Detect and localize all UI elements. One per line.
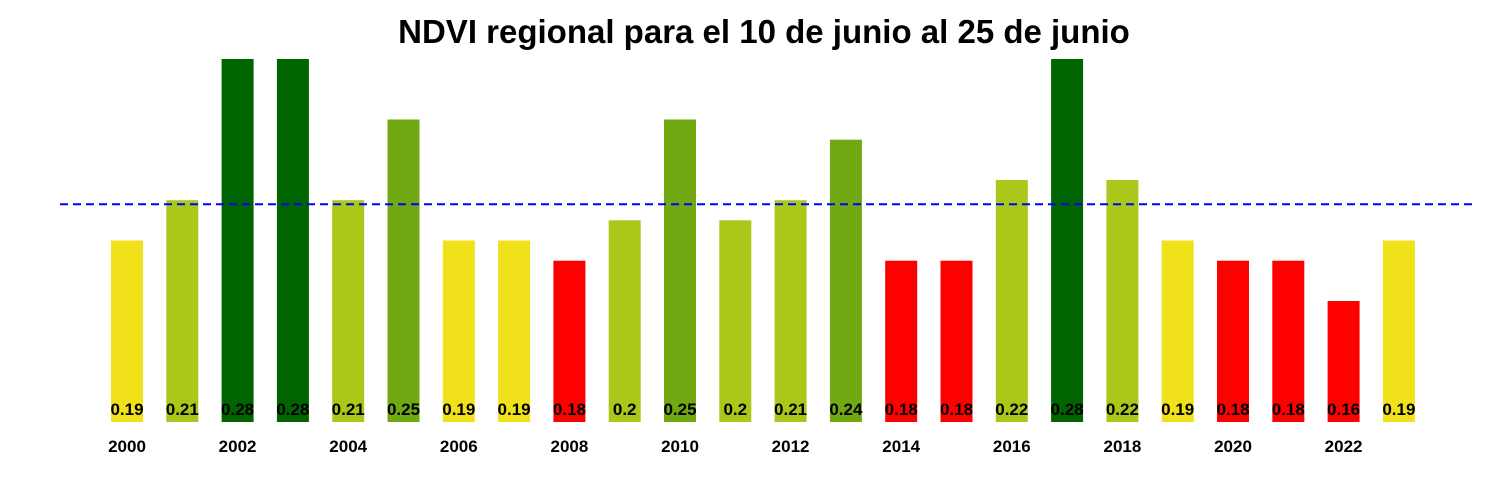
value-label-2010: 0.25 (663, 400, 696, 419)
value-label-2013: 0.24 (829, 400, 863, 419)
x-tick-label-2008: 2008 (550, 437, 588, 456)
bar-2006 (442, 240, 475, 422)
bar-2013 (829, 139, 862, 422)
bars-group (111, 59, 1415, 422)
x-tick-label-2010: 2010 (661, 437, 699, 456)
bar-2009 (608, 220, 641, 422)
value-label-2006: 0.19 (442, 400, 475, 419)
bar-2008 (553, 260, 586, 422)
value-label-2005: 0.25 (387, 400, 420, 419)
value-label-2016: 0.22 (995, 400, 1028, 419)
bar-2022 (1327, 301, 1360, 422)
bar-2017 (1051, 59, 1084, 422)
bar-2002 (221, 59, 254, 422)
bar-2010 (664, 119, 696, 422)
bar-2015 (940, 260, 973, 422)
value-label-2019: 0.19 (1161, 400, 1194, 419)
x-tick-label-2020: 2020 (1214, 437, 1252, 456)
x-axis-labels: 2000 2002 2004 2006 2008 2010 2012 2014 2016 2018… (108, 437, 1362, 456)
chart-title: NDVI regional para el 10 de junio al 25 … (398, 13, 1130, 50)
value-label-2015: 0.18 (940, 400, 973, 419)
value-label-2022: 0.16 (1327, 400, 1360, 419)
x-tick-label-2002: 2002 (219, 437, 257, 456)
x-tick-label-2012: 2012 (772, 437, 810, 456)
value-label-2004: 0.21 (332, 400, 365, 419)
bar-2012 (774, 200, 807, 422)
value-label-2023: 0.19 (1382, 400, 1415, 419)
value-label-2011: 0.2 (723, 400, 747, 419)
bar-2011 (719, 220, 752, 422)
value-label-2001: 0.21 (166, 400, 199, 419)
value-label-2007: 0.19 (498, 400, 531, 419)
value-label-2002: 0.28 (221, 400, 254, 419)
value-label-2020: 0.18 (1216, 400, 1249, 419)
x-tick-label-2000: 2000 (108, 437, 146, 456)
bar-2019 (1161, 240, 1194, 422)
value-label-2017: 0.28 (1051, 400, 1084, 419)
x-tick-label-2014: 2014 (882, 437, 920, 456)
bar-2005 (387, 119, 420, 422)
bar-2021 (1272, 260, 1305, 422)
bar-2023 (1382, 240, 1415, 422)
x-tick-label-2018: 2018 (1103, 437, 1141, 456)
x-tick-label-2022: 2022 (1325, 437, 1363, 456)
value-label-2000: 0.19 (110, 400, 143, 419)
value-label-2008: 0.18 (553, 400, 586, 419)
value-label-2009: 0.2 (613, 400, 637, 419)
value-label-2021: 0.18 (1272, 400, 1305, 419)
x-tick-label-2006: 2006 (440, 437, 478, 456)
bar-2004 (332, 200, 365, 422)
value-label-2018: 0.22 (1106, 400, 1139, 419)
bar-2020 (1217, 260, 1249, 422)
bar-2007 (498, 240, 531, 422)
bar-2016 (995, 180, 1028, 422)
value-label-2003: 0.28 (276, 400, 309, 419)
value-labels-group: 0.19 0.21 0.28 0.28 0.21 0.25 0.19 0.19 0.18 0.2 0… (110, 400, 1415, 419)
x-tick-label-2016: 2016 (993, 437, 1031, 456)
value-label-2012: 0.21 (774, 400, 807, 419)
value-label-2014: 0.18 (885, 400, 918, 419)
bar-2001 (166, 200, 199, 422)
x-tick-label-2004: 2004 (329, 437, 367, 456)
bar-2014 (885, 260, 918, 422)
bar-2003 (276, 59, 309, 422)
bar-2018 (1106, 180, 1139, 422)
bar-2000 (111, 240, 143, 422)
